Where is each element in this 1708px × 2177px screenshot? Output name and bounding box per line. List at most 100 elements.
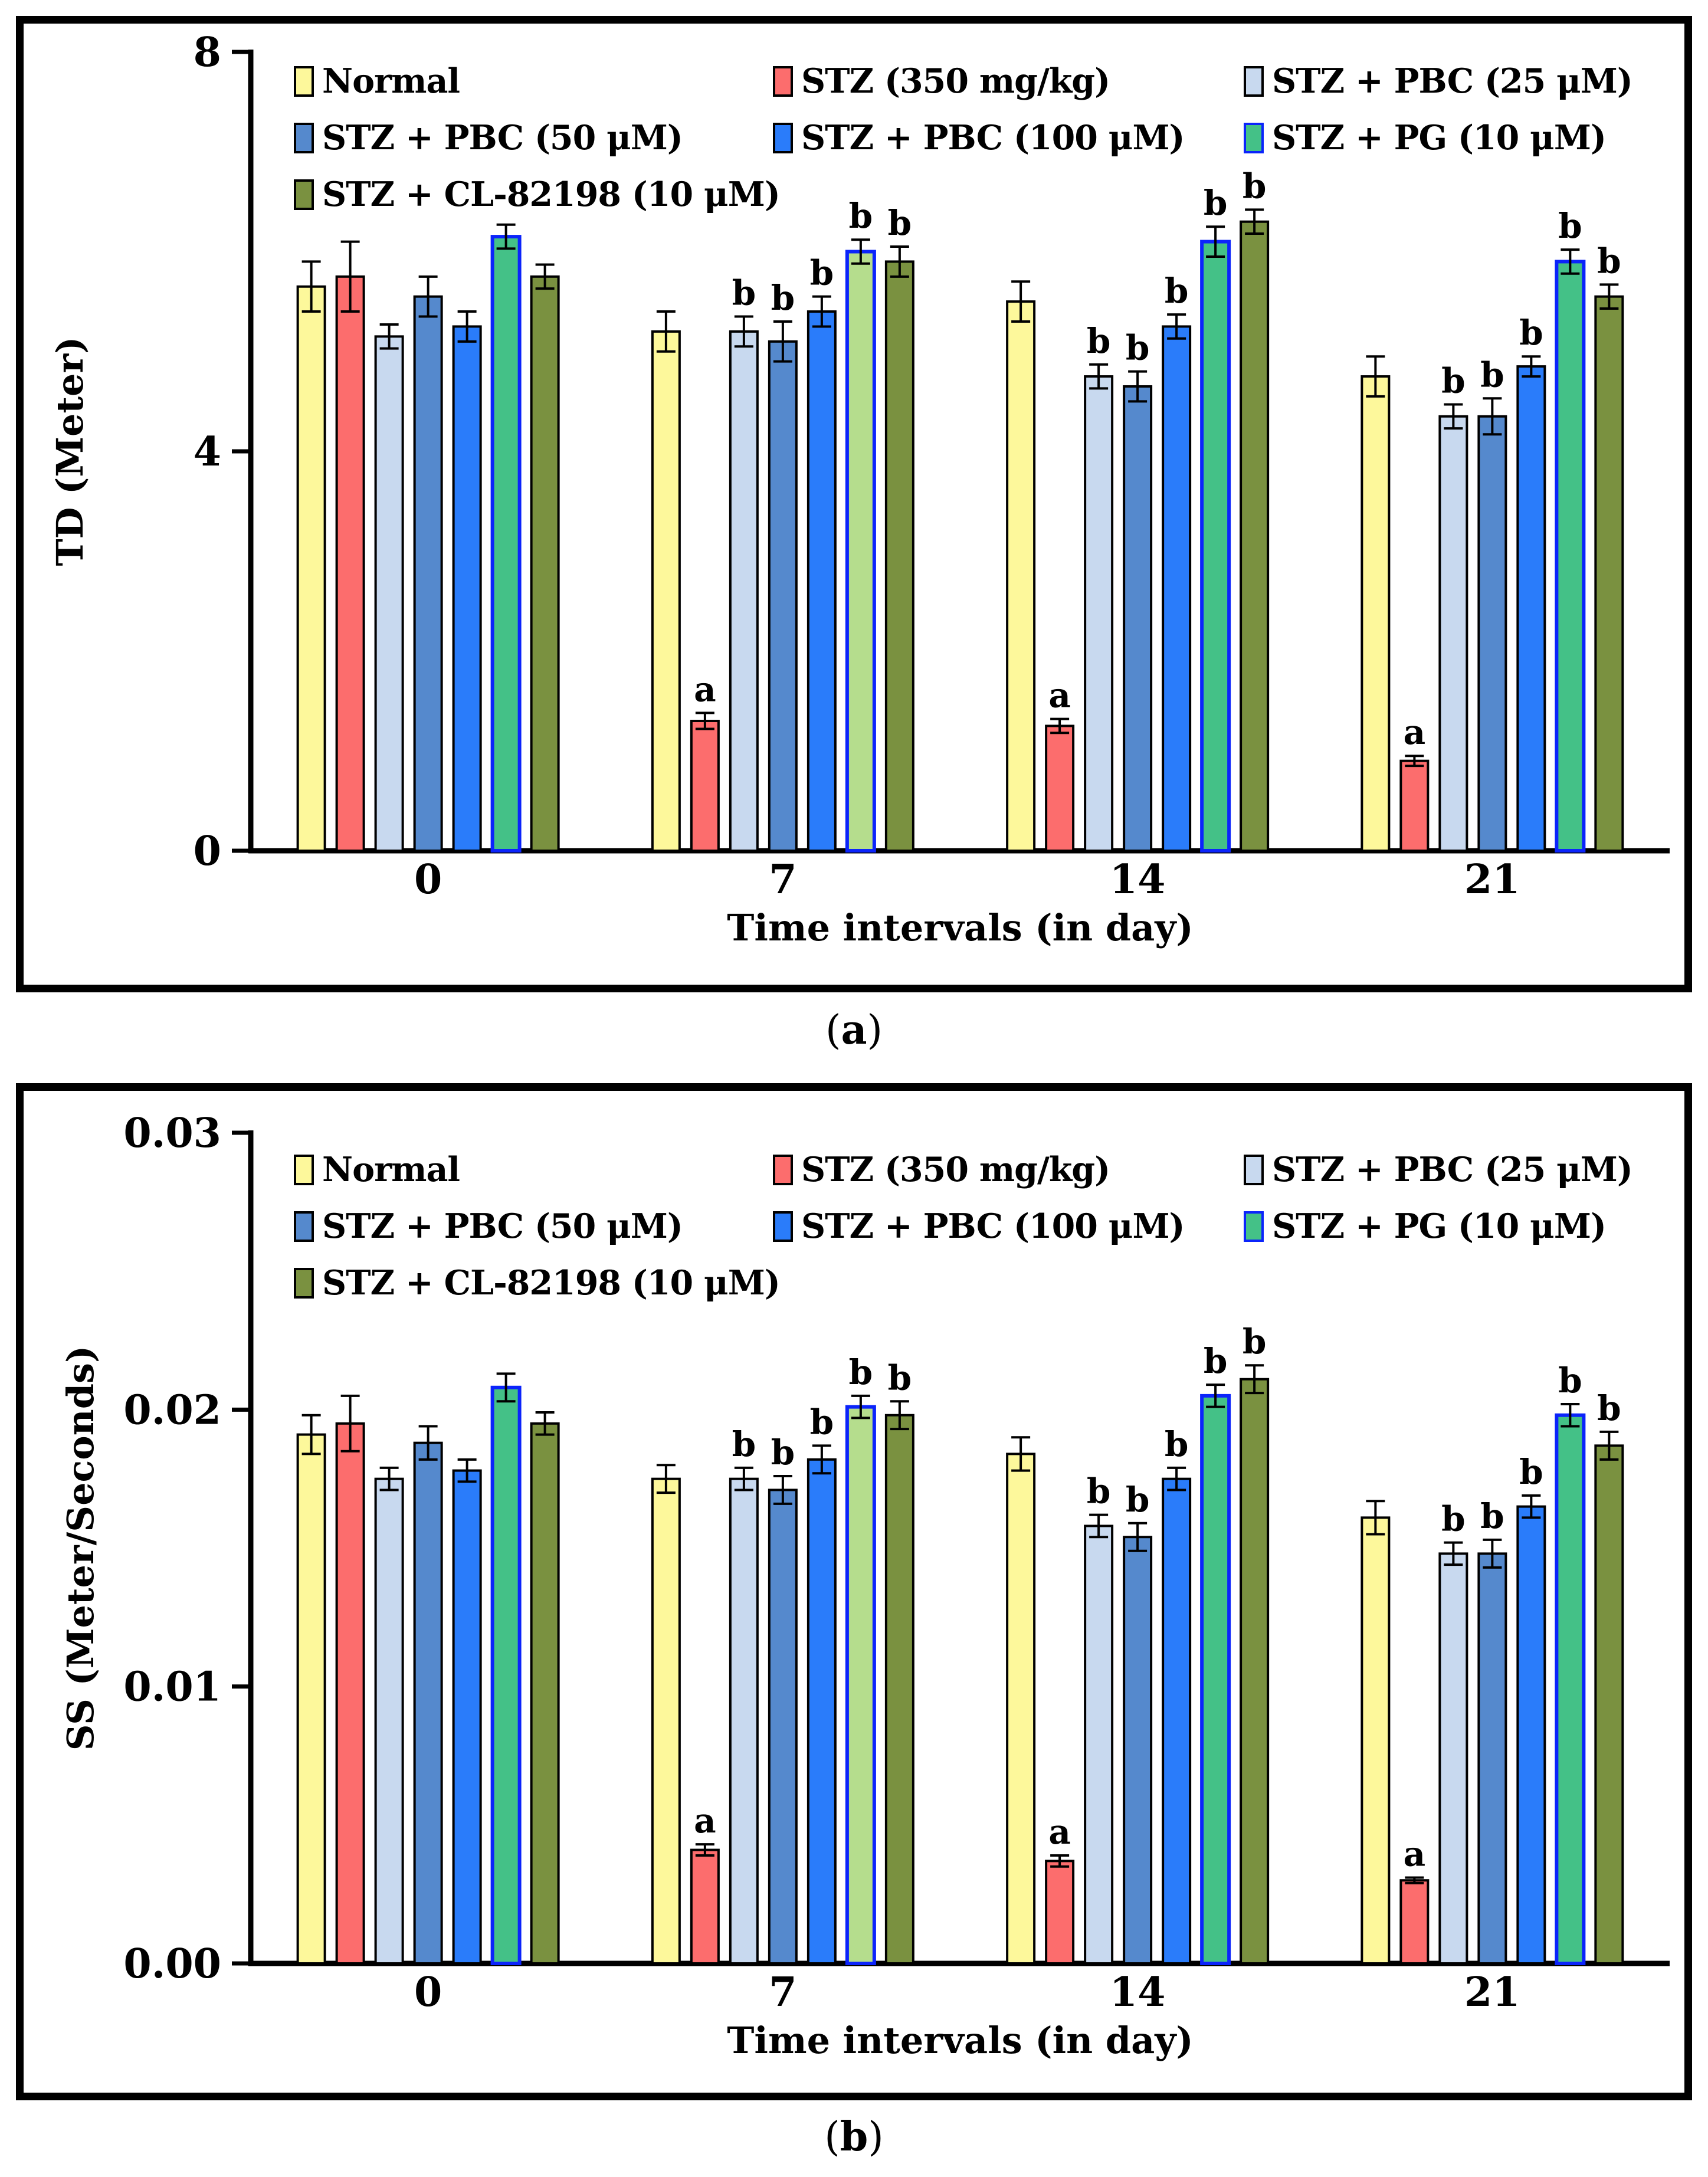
bar: [1123, 1536, 1153, 1965]
legend-label: Normal: [322, 61, 460, 101]
legend-item: STZ + PG (10 μM): [1244, 118, 1632, 158]
legend-item: Normal: [294, 1150, 773, 1189]
significance-letter: a: [1404, 712, 1426, 752]
bar: [1361, 375, 1391, 852]
legend-swatch-icon: [1244, 1155, 1264, 1185]
significance-letter: b: [1480, 355, 1504, 395]
bar: [1006, 1453, 1036, 1965]
significance-letter: b: [1165, 271, 1189, 311]
legend-swatch-icon: [294, 1268, 314, 1299]
bar: [1594, 1444, 1624, 1965]
bar: [530, 275, 560, 852]
bar: [690, 719, 720, 852]
bar: [413, 295, 443, 853]
legend-item: STZ + PBC (50 μM): [294, 121, 773, 155]
bar: [1438, 1552, 1468, 1965]
significance-letter: a: [694, 1801, 716, 1841]
x-category-label: 7: [769, 1969, 796, 2016]
bar: [1399, 1879, 1430, 1965]
significance-letter: b: [1597, 241, 1621, 281]
bar: [768, 1489, 798, 1965]
bar: [1162, 1477, 1192, 1965]
significance-letter: b: [1243, 166, 1267, 206]
bar: [1361, 1516, 1391, 1965]
significance-letter: b: [810, 1402, 834, 1442]
legend-item: STZ + CL-82198 (10 μM): [294, 178, 781, 211]
significance-letter: b: [1519, 1452, 1543, 1492]
chart-b-svg: 0.00 0.01 0.02 0.03 0 7 14 21 Time intervals (in…: [59, 1110, 1670, 2062]
bar: [374, 335, 404, 852]
legend-label: Normal: [322, 1150, 460, 1189]
legend-swatch-icon: [773, 1211, 793, 1242]
legend-item: STZ (350 mg/kg): [773, 1153, 1244, 1186]
caption-b-paren-close: ): [868, 2114, 884, 2160]
legend-swatch-icon: [1244, 1211, 1264, 1242]
legend-item: STZ + PG (10 μM): [1244, 1206, 1632, 1246]
legend-label: STZ + PBC (25 μM): [1272, 61, 1633, 101]
significance-letter: b: [771, 278, 795, 318]
caption-a: (a): [0, 1006, 1708, 1054]
x-axis-title: Time intervals (in day): [727, 906, 1193, 949]
x-category-label: 14: [1110, 856, 1166, 903]
y-axis-title: SS (Meter/Seconds): [59, 1346, 102, 1751]
bar: [1084, 375, 1114, 852]
x-category-label: 14: [1110, 1969, 1166, 2016]
legend-item: STZ + PBC (25 μM): [1244, 61, 1633, 101]
y-tick-label: 0.03: [123, 1110, 221, 1157]
y-tick-label: 0.00: [123, 1940, 221, 1988]
x-category-label: 0: [414, 856, 442, 903]
significance-letter: b: [1519, 313, 1543, 353]
bar: [1162, 325, 1192, 852]
y-tick-label: 0.01: [123, 1664, 221, 1711]
x-category-label: 7: [769, 856, 796, 903]
y-tick-label: 8: [194, 29, 221, 76]
caption-b-letter: b: [840, 2113, 868, 2160]
bar: [490, 1385, 522, 1965]
bar: [1555, 1413, 1586, 1965]
legend-label: STZ + PG (10 μM): [1272, 118, 1607, 158]
legend-b: Normal STZ (350 mg/kg) STZ + PBC (25 μM) ST…: [294, 1150, 1633, 1300]
bar: [1123, 385, 1153, 852]
caption-b: (b): [0, 2113, 1708, 2160]
bar: [530, 1422, 560, 1965]
bar: [296, 285, 326, 852]
bar: [845, 250, 876, 853]
legend-label: STZ + PG (10 μM): [1272, 1206, 1607, 1246]
bar: [884, 1414, 914, 1965]
legend-item: STZ + CL-82198 (10 μM): [294, 1266, 781, 1300]
significance-letter: b: [1126, 328, 1150, 368]
bar: [729, 330, 759, 852]
legend-swatch-icon: [294, 1211, 314, 1242]
legend-swatch-icon: [773, 1155, 793, 1185]
bar: [1555, 260, 1586, 853]
significance-letter: b: [888, 203, 912, 243]
y-tick-label: 0: [194, 828, 221, 875]
significance-letter: b: [732, 273, 756, 313]
bar: [807, 1458, 837, 1965]
legend-label: STZ + PBC (100 μM): [801, 118, 1185, 158]
bar: [690, 1848, 720, 1965]
significance-letter: b: [1087, 321, 1111, 361]
bar: [845, 1405, 876, 1965]
bar: [1516, 365, 1546, 852]
significance-letter: b: [1243, 1322, 1267, 1362]
significance-letter: b: [1204, 1341, 1228, 1381]
legend-item: STZ + PBC (50 μM): [294, 1209, 773, 1243]
caption-a-letter: a: [841, 1006, 867, 1054]
significance-letter: b: [1441, 1499, 1466, 1539]
bar: [1240, 220, 1270, 853]
significance-letter: b: [1597, 1388, 1621, 1428]
bar: [374, 1477, 404, 1965]
legend-item: STZ + PBC (25 μM): [1244, 1153, 1633, 1186]
legend-label: STZ (350 mg/kg): [801, 61, 1110, 101]
bar: [1516, 1505, 1546, 1965]
legend-swatch-icon: [773, 66, 793, 97]
legend-label: STZ + PBC (100 μM): [801, 1206, 1185, 1246]
y-axis-title: TD (Meter): [48, 337, 91, 566]
bar: [1045, 1860, 1075, 1965]
bar: [1240, 1378, 1270, 1965]
significance-letter: b: [849, 196, 873, 236]
legend-swatch-icon: [1244, 123, 1264, 153]
x-category-label: 0: [414, 1969, 442, 2016]
bar: [452, 1469, 482, 1965]
